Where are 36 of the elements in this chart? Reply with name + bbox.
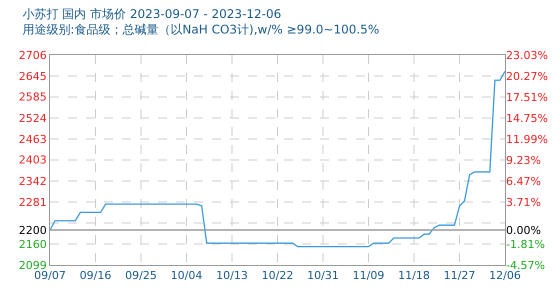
y-tick-label: 2706 — [18, 48, 47, 62]
chart-subtitle: 用途级别:食品级；总碱量（以NaH CO3计),w/% ≥99.0~100.5% — [22, 22, 380, 37]
x-tick-label: 10/13 — [216, 269, 248, 282]
y-tick-label: 2645 — [18, 70, 47, 83]
chart-title: 小苏打 国内 市场价 2023-09-07 - 2023-12-06 — [22, 7, 282, 21]
x-tick-label: 09/07 — [34, 269, 66, 282]
y-tick-label: 2281 — [18, 196, 47, 209]
y-tick-label: 2160 — [18, 238, 47, 251]
x-tick-label: 10/31 — [307, 269, 339, 282]
x-tick-label: 12/06 — [489, 269, 521, 282]
line-series — [50, 70, 505, 248]
x-tick-label: 11/18 — [398, 269, 430, 282]
y-tick-label: 2403 — [18, 154, 47, 167]
y2-tick-label: 23.03% — [506, 48, 548, 62]
y-tick-label: 2463 — [18, 132, 47, 146]
x-tick-label: 10/22 — [262, 269, 294, 282]
y-tick-label: 2200 — [18, 224, 47, 237]
y-tick-label: 2342 — [18, 174, 47, 188]
y2-tick-label: 9.23% — [506, 154, 541, 167]
x-tick-label: 11/27 — [444, 269, 476, 282]
y2-tick-label: -4.57% — [506, 258, 545, 272]
y-tick-label: 2585 — [18, 90, 47, 104]
y2-tick-label: 3.71% — [506, 196, 541, 209]
y2-tick-label: -1.81% — [506, 238, 545, 251]
x-tick-label: 09/16 — [80, 269, 112, 282]
y2-tick-label: 6.47% — [506, 174, 541, 188]
y2-tick-label: 0.00% — [506, 224, 541, 238]
x-tick-label: 10/04 — [170, 269, 202, 282]
y-tick-label: 2524 — [18, 112, 47, 125]
y2-tick-label: 17.51% — [506, 90, 548, 104]
x-tick-label: 11/09 — [352, 269, 384, 282]
y2-tick-label: 20.27% — [506, 70, 548, 83]
y2-tick-label: 11.99% — [506, 132, 548, 146]
y-tick-label: 2099 — [18, 258, 47, 272]
x-tick-label: 09/25 — [125, 269, 157, 282]
y2-tick-label: 14.75% — [506, 112, 548, 125]
